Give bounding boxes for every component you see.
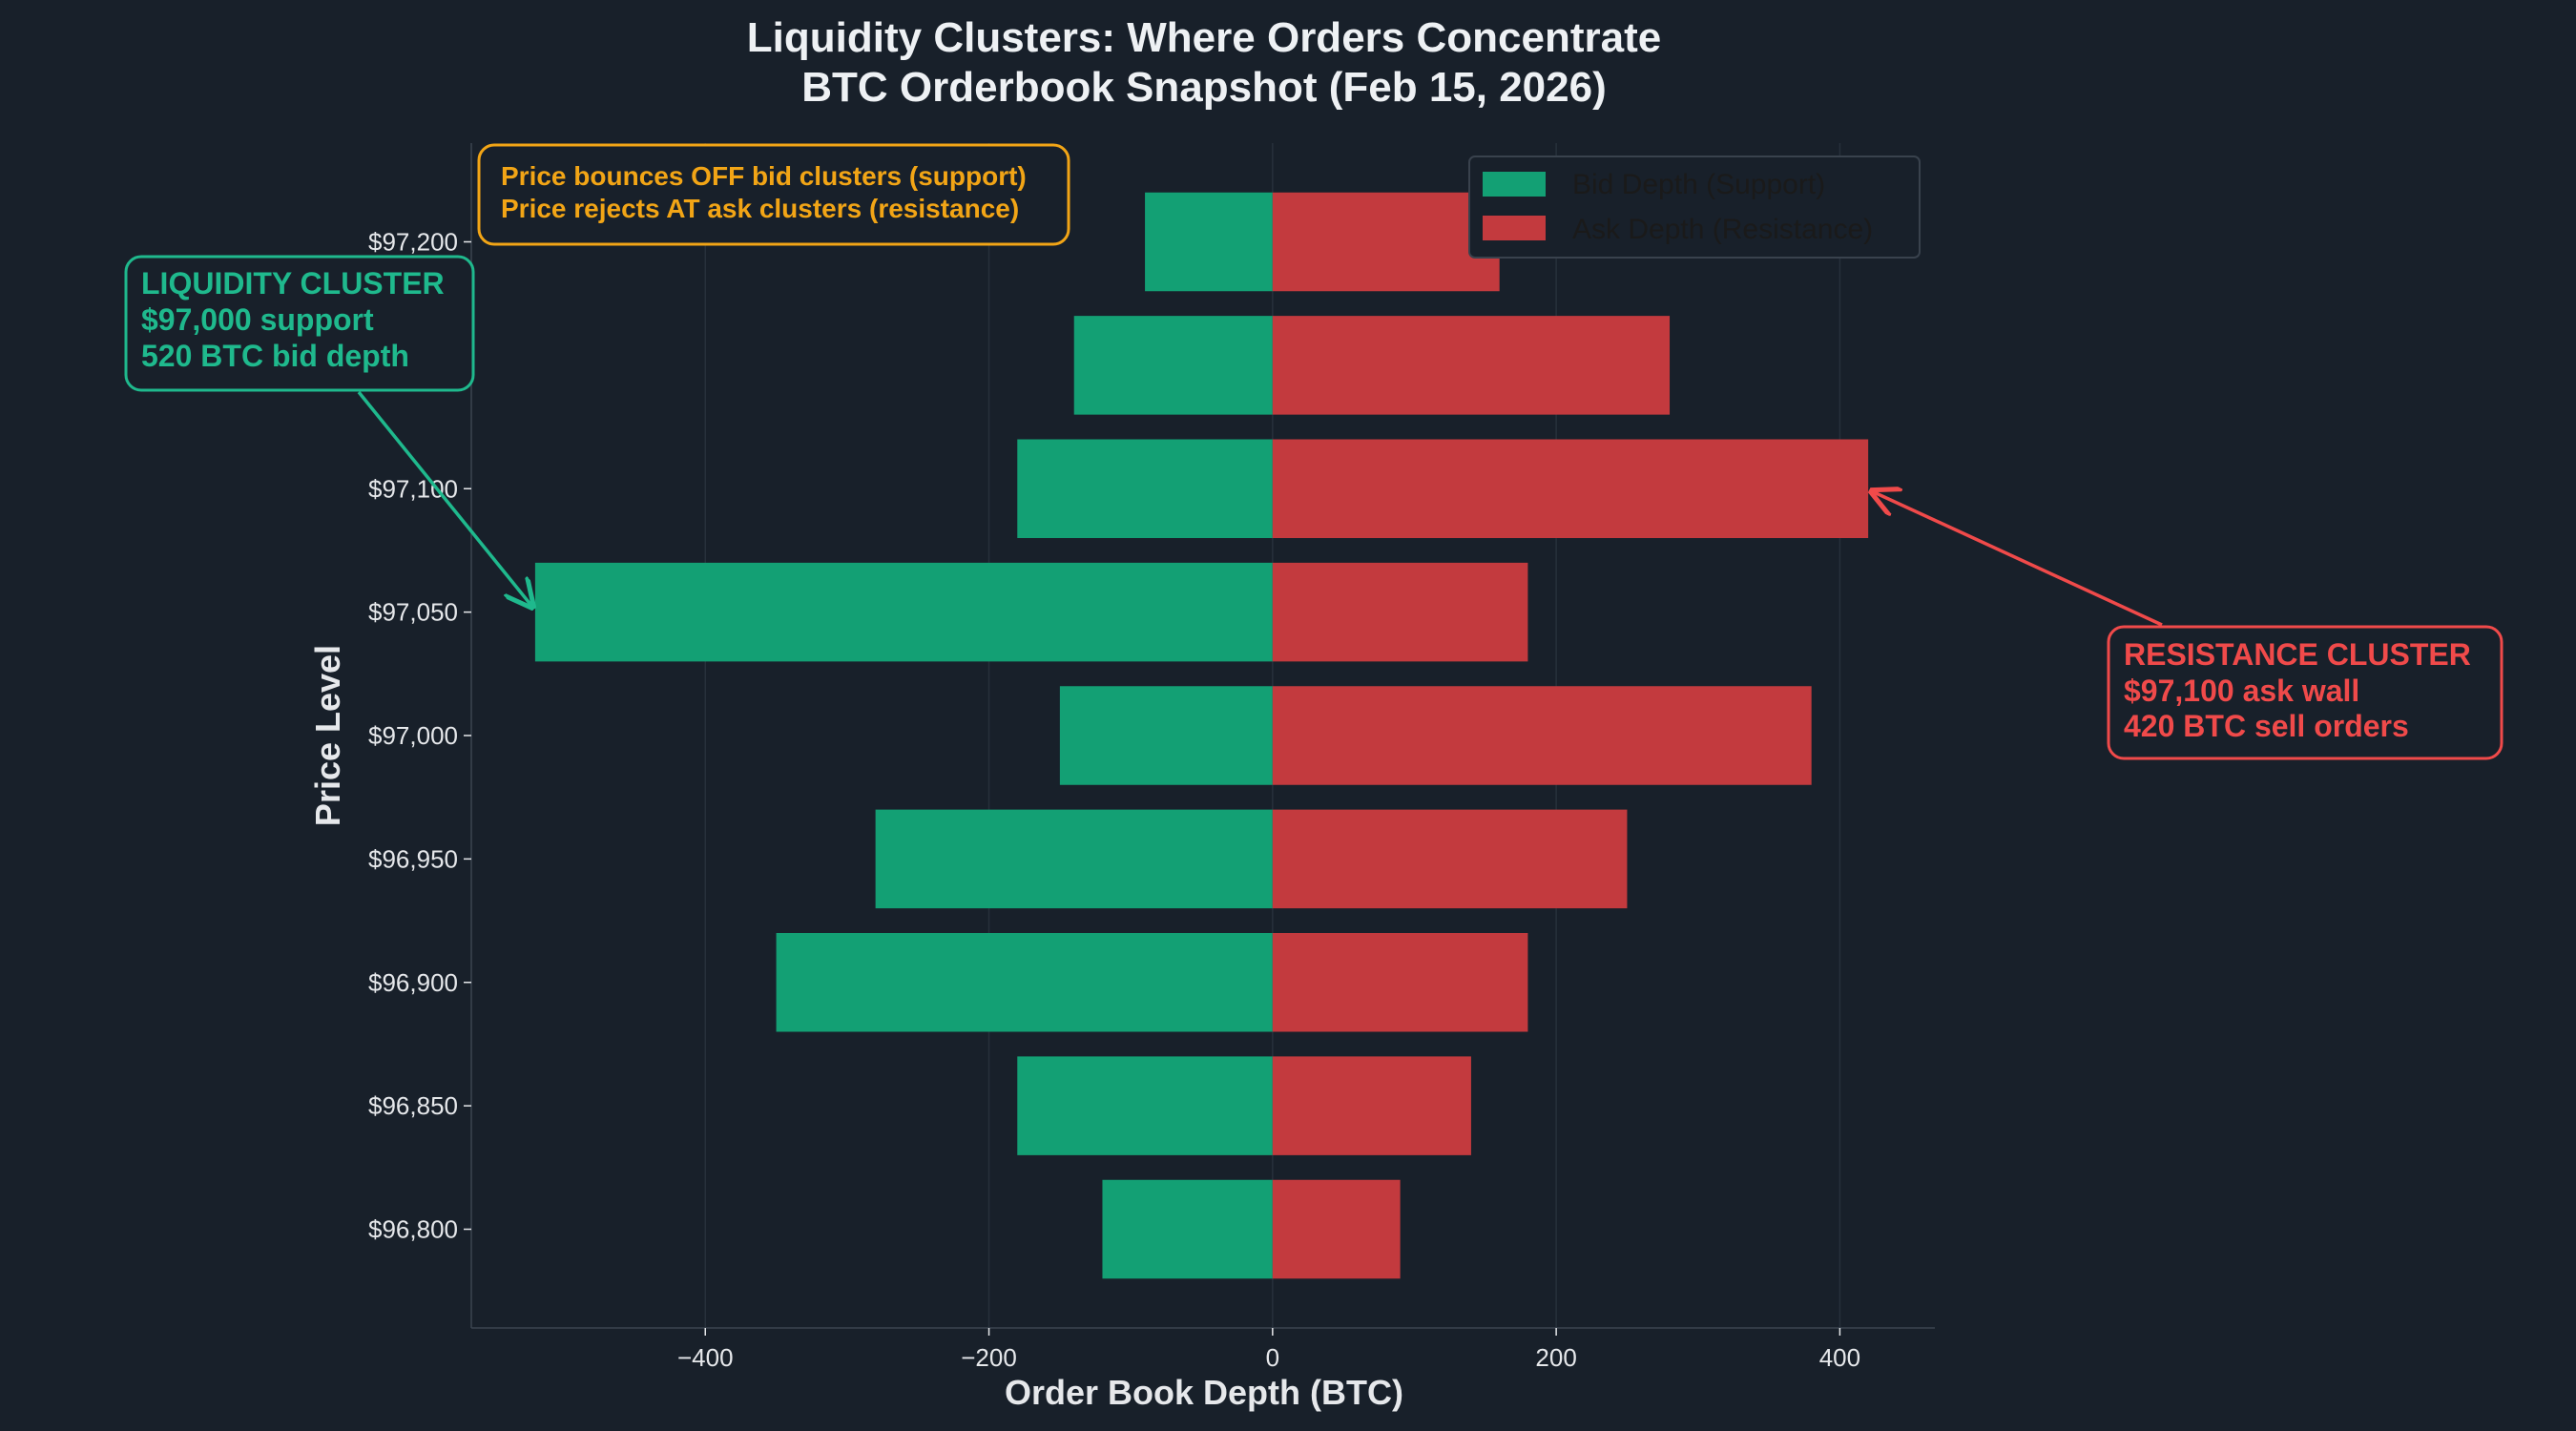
support-line-3: 520 BTC bid depth [141, 339, 409, 373]
resistance-line-2: $97,100 ask wall [2124, 674, 2359, 708]
support-arrow [357, 390, 532, 607]
y-axis-label: Price Level [308, 645, 347, 826]
y-ticks: $96,800 $96,850 $96,900 $96,950 $97,000 $97,0… [368, 228, 471, 1244]
resistance-arrow [1872, 491, 2163, 627]
x-tick-label: −400 [677, 1343, 734, 1372]
support-box [124, 255, 475, 392]
x-ticks: −400 −200 0 200 400 [677, 1328, 1860, 1372]
note-line-2: Price rejects AT ask clusters (resistanc… [501, 194, 1019, 223]
legend-label-bid: Bid Depth (Support) [1572, 169, 1825, 200]
y-tick-label: $96,850 [368, 1091, 458, 1120]
bid-bar [534, 562, 1273, 662]
x-axis-label: Order Book Depth (BTC) [1005, 1373, 1403, 1412]
ask-bar [1272, 562, 1528, 662]
bid-bar [1059, 686, 1273, 785]
ask-bar [1272, 439, 1869, 538]
support-annotation: LIQUIDITY CLUSTER $97,000 support 520 BT… [124, 255, 532, 607]
legend-label-ask: Ask Depth (Resistance) [1572, 214, 1873, 245]
ask-bar [1272, 686, 1812, 785]
support-line-2: $97,000 support [141, 302, 374, 337]
bars-group [534, 192, 1869, 1279]
x-tick-label: 200 [1535, 1343, 1576, 1372]
note-annotation: Price bounces OFF bid clusters (support)… [477, 143, 1070, 246]
resistance-annotation: RESISTANCE CLUSTER $97,100 ask wall 420 … [1872, 491, 2503, 760]
bid-bar [1017, 1056, 1273, 1155]
resistance-box [2107, 625, 2503, 760]
bid-bar [1073, 316, 1273, 415]
chart-subtitle: BTC Orderbook Snapshot (Feb 15, 2026) [801, 64, 1607, 111]
note-line-1: Price bounces OFF bid clusters (support) [501, 161, 1027, 191]
resistance-line-1: RESISTANCE CLUSTER [2124, 637, 2471, 672]
legend: Bid Depth (Support) Ask Depth (Resistanc… [1468, 156, 1921, 259]
note-box [477, 143, 1070, 246]
support-line-1: LIQUIDITY CLUSTER [141, 266, 445, 301]
y-tick-label: $96,800 [368, 1215, 458, 1244]
bid-bar [1102, 1179, 1273, 1279]
ask-bar [1272, 933, 1528, 1032]
resistance-line-3: 420 BTC sell orders [2124, 709, 2409, 743]
x-tick-label: 400 [1819, 1343, 1860, 1372]
bid-bar [1145, 192, 1273, 292]
y-tick-label: $96,900 [368, 968, 458, 997]
y-tick-label: $97,050 [368, 598, 458, 627]
y-tick-label: $97,200 [368, 228, 458, 257]
chart-title: Liquidity Clusters: Where Orders Concent… [747, 14, 1661, 61]
bid-bar [776, 933, 1273, 1032]
legend-frame [1468, 156, 1921, 259]
legend-swatch-bid [1483, 172, 1546, 197]
legend-swatch-ask [1483, 216, 1546, 240]
ask-bar [1272, 1179, 1401, 1279]
y-tick-label: $96,950 [368, 844, 458, 873]
bid-bar [875, 809, 1273, 909]
x-tick-label: 0 [1266, 1343, 1279, 1372]
x-tick-label: −200 [961, 1343, 1017, 1372]
ask-bar [1272, 316, 1671, 415]
y-tick-label: $97,000 [368, 721, 458, 750]
ask-bar [1272, 809, 1628, 909]
bid-bar [1017, 439, 1273, 538]
ask-bar [1272, 192, 1500, 292]
ask-bar [1272, 1056, 1471, 1155]
